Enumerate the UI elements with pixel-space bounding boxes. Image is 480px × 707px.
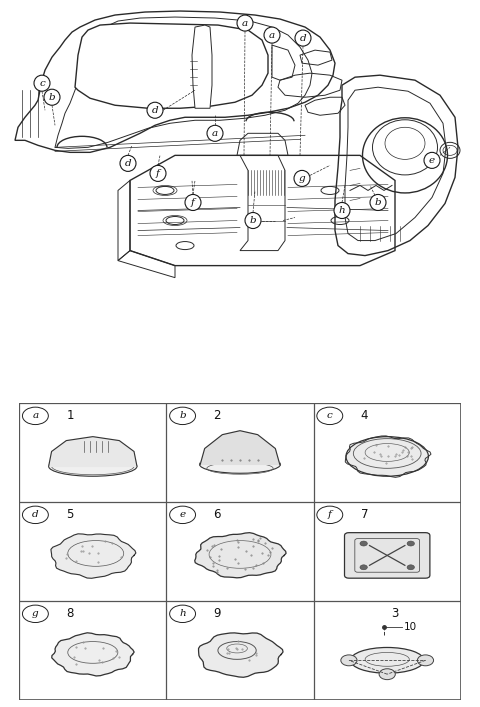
Text: f: f xyxy=(191,198,195,207)
Polygon shape xyxy=(75,23,268,108)
Circle shape xyxy=(317,407,343,425)
Text: b: b xyxy=(375,198,381,207)
Text: 8: 8 xyxy=(66,607,73,620)
Ellipse shape xyxy=(48,457,137,477)
Text: c: c xyxy=(327,411,333,421)
Circle shape xyxy=(34,75,50,91)
Text: d: d xyxy=(152,106,158,115)
Text: 2: 2 xyxy=(214,409,221,422)
Circle shape xyxy=(44,89,60,105)
Circle shape xyxy=(334,202,350,218)
Text: d: d xyxy=(32,510,39,520)
Circle shape xyxy=(407,541,414,546)
Circle shape xyxy=(169,605,195,623)
Circle shape xyxy=(424,152,440,168)
Circle shape xyxy=(407,565,414,570)
Text: e: e xyxy=(429,156,435,165)
Circle shape xyxy=(341,655,357,666)
Polygon shape xyxy=(200,431,280,464)
Circle shape xyxy=(237,15,253,31)
Text: 9: 9 xyxy=(214,607,221,620)
Circle shape xyxy=(317,506,343,524)
Text: 7: 7 xyxy=(360,508,368,521)
Text: c: c xyxy=(39,78,45,88)
Text: h: h xyxy=(179,609,186,619)
Text: d: d xyxy=(300,34,306,42)
Polygon shape xyxy=(199,633,283,677)
Circle shape xyxy=(264,27,280,43)
Polygon shape xyxy=(52,633,134,676)
Circle shape xyxy=(23,407,48,425)
Text: 5: 5 xyxy=(66,508,73,521)
FancyBboxPatch shape xyxy=(345,532,430,578)
Ellipse shape xyxy=(350,648,424,673)
Text: a: a xyxy=(32,411,38,421)
Circle shape xyxy=(245,213,261,228)
Polygon shape xyxy=(272,45,295,80)
Circle shape xyxy=(360,565,367,570)
Circle shape xyxy=(370,194,386,211)
Ellipse shape xyxy=(346,437,429,477)
Text: 1: 1 xyxy=(66,409,74,422)
Text: f: f xyxy=(328,510,332,520)
Circle shape xyxy=(23,605,48,623)
Polygon shape xyxy=(195,532,286,578)
Text: b: b xyxy=(48,93,55,102)
Text: 10: 10 xyxy=(403,621,417,631)
Text: 4: 4 xyxy=(360,409,368,422)
Text: f: f xyxy=(156,169,160,178)
Polygon shape xyxy=(48,437,137,467)
Polygon shape xyxy=(51,534,136,578)
Circle shape xyxy=(120,156,136,171)
Circle shape xyxy=(185,194,201,211)
Text: e: e xyxy=(180,510,186,520)
Text: 3: 3 xyxy=(391,607,398,620)
Circle shape xyxy=(207,125,223,141)
Text: h: h xyxy=(339,206,345,215)
Circle shape xyxy=(147,103,163,118)
Text: a: a xyxy=(242,18,248,28)
Circle shape xyxy=(169,506,195,524)
Text: a: a xyxy=(212,129,218,138)
Text: a: a xyxy=(269,30,275,40)
Text: 6: 6 xyxy=(214,508,221,521)
Circle shape xyxy=(294,170,310,187)
Circle shape xyxy=(150,165,166,182)
Circle shape xyxy=(23,506,48,524)
Circle shape xyxy=(295,30,311,46)
Circle shape xyxy=(418,655,433,666)
Ellipse shape xyxy=(200,455,280,473)
Circle shape xyxy=(379,669,396,679)
Text: d: d xyxy=(125,159,132,168)
Text: b: b xyxy=(250,216,256,225)
Polygon shape xyxy=(192,25,212,108)
Circle shape xyxy=(360,541,367,546)
Text: b: b xyxy=(179,411,186,421)
Ellipse shape xyxy=(72,440,113,453)
Text: g: g xyxy=(299,174,305,183)
Circle shape xyxy=(169,407,195,425)
Text: g: g xyxy=(32,609,39,619)
